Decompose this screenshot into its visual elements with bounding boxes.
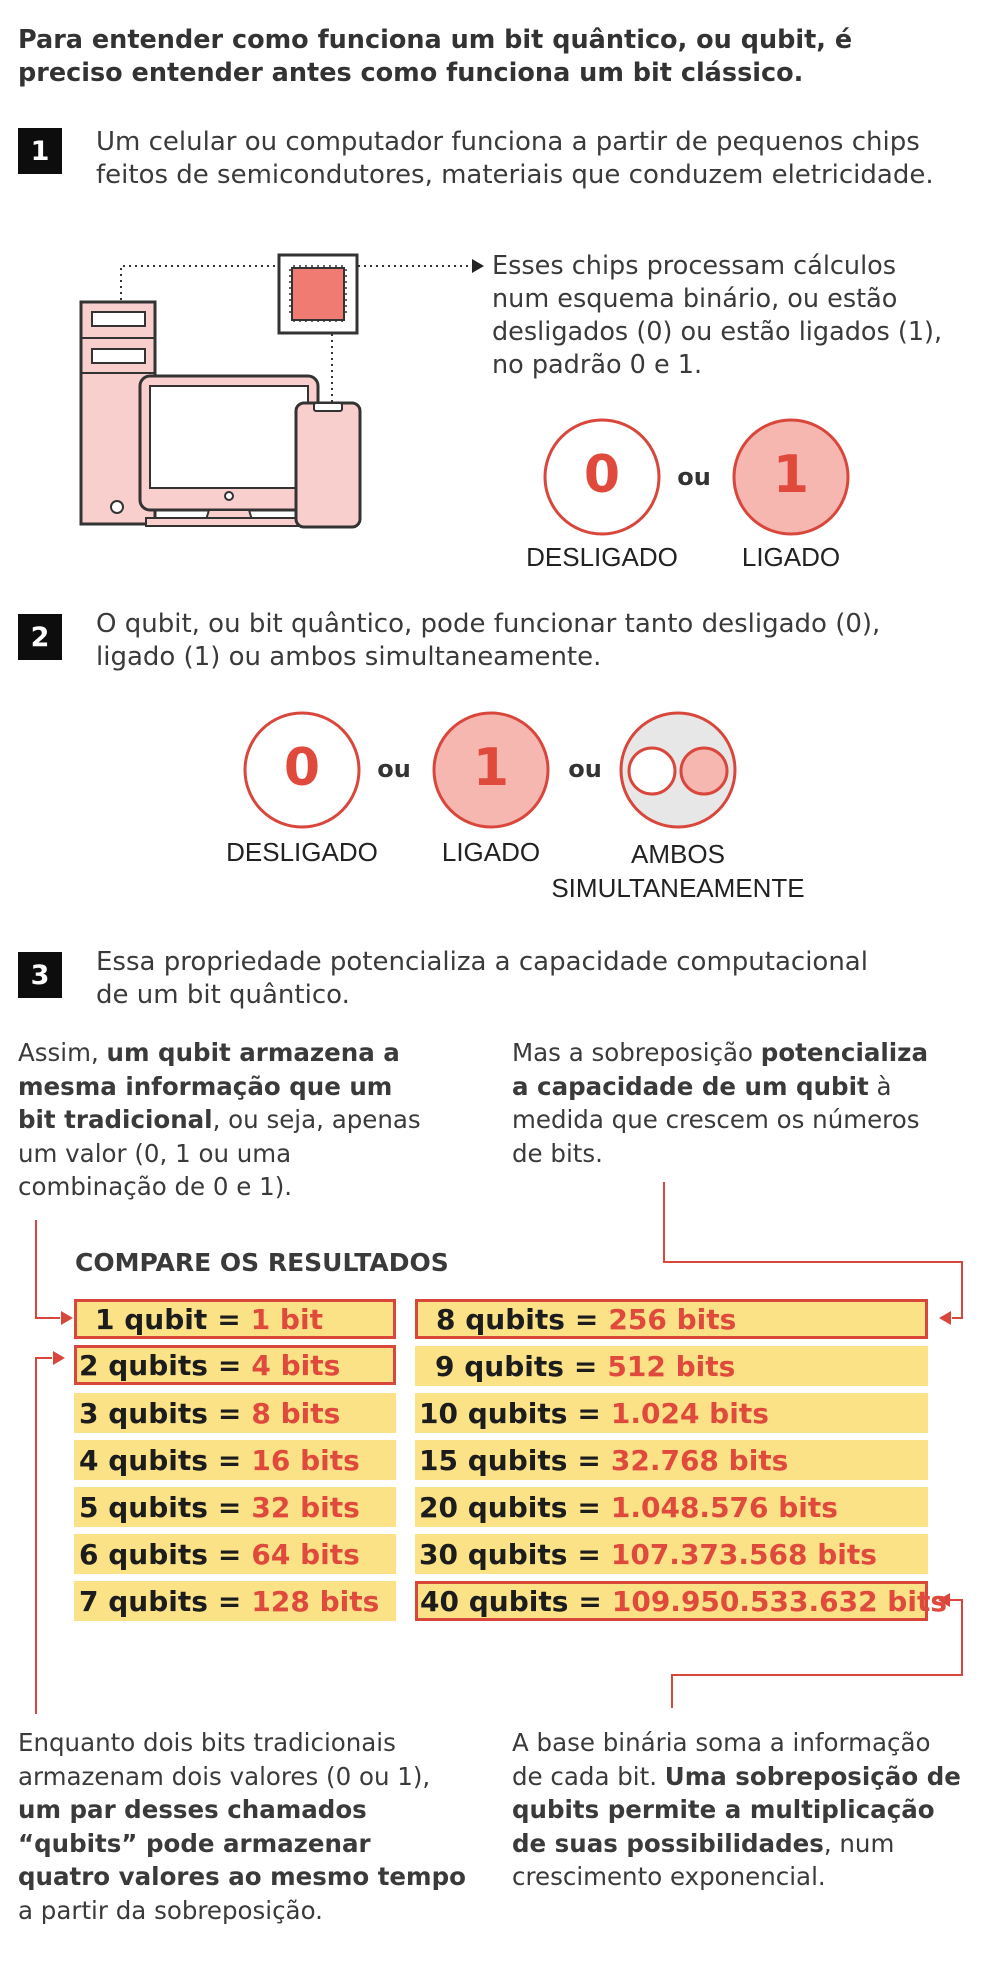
table-row: 8 qubits = 256 bits <box>415 1299 928 1339</box>
ou-label: ou <box>377 755 411 783</box>
table-row: 1 qubit = 1 bit <box>74 1299 396 1339</box>
step-1-badge: 1 <box>18 128 62 174</box>
step-3-text: Essa propriedade potencializa a capacida… <box>96 947 868 1010</box>
arrow-left-icon <box>939 1311 951 1325</box>
table-row: 3 qubits = 8 bits <box>74 1393 396 1433</box>
table-row: 2 qubits = 4 bits <box>74 1345 396 1385</box>
on-label: LIGADO <box>741 542 841 572</box>
right-top-paragraph: Mas a sobreposição potencializa a capaci… <box>512 1038 928 1168</box>
table-row: 10 qubits = 1.024 bits <box>415 1393 928 1433</box>
computer-illustration <box>79 253 484 529</box>
off-label: DESLIGADO <box>226 837 378 867</box>
table-row: 30 qubits = 107.373.568 bits <box>415 1534 928 1574</box>
connector-left-top <box>35 1220 60 1319</box>
step-2-text: O qubit, ou bit quântico, pode funcionar… <box>96 609 881 672</box>
connector-right-bottom <box>671 1599 963 1708</box>
arrow-right-icon <box>472 259 484 273</box>
arrow-right-icon <box>61 1311 73 1325</box>
both-one-dot <box>679 746 729 796</box>
step-1-states <box>543 418 850 536</box>
chip-icon <box>277 253 359 335</box>
step-3-badge: 3 <box>18 952 62 998</box>
table-row: 7 qubits = 128 bits <box>74 1581 396 1621</box>
table-row: 5 qubits = 32 bits <box>74 1487 396 1527</box>
ou-label: ou <box>568 755 602 783</box>
table-row: 20 qubits = 1.048.576 bits <box>415 1487 928 1527</box>
smartphone-icon <box>294 401 362 529</box>
intro-text: Para entender como funciona um bit quânt… <box>18 25 853 88</box>
table-row: 9 qubits = 512 bits <box>415 1346 928 1386</box>
table-row: 15 qubits = 32.768 bits <box>415 1440 928 1480</box>
one-digit: 1 <box>772 445 810 505</box>
table-row: 6 qubits = 64 bits <box>74 1534 396 1574</box>
right-bottom-paragraph: A base binária soma a informação de cada… <box>512 1728 961 1891</box>
compare-title: COMPARE OS RESULTADOS <box>75 1248 449 1277</box>
table-row: 4 qubits = 16 bits <box>74 1440 396 1480</box>
both-state-circle <box>619 711 737 829</box>
one-state-circle <box>432 711 550 829</box>
step-1-text: Um celular ou computador funciona a part… <box>96 127 934 190</box>
one-digit: 1 <box>472 738 510 798</box>
step-2-states <box>243 711 737 829</box>
on-label: LIGADO <box>441 837 541 867</box>
both-label: AMBOS SIMULTANEAMENTE <box>538 837 818 905</box>
connector-left-bottom <box>35 1357 52 1714</box>
left-top-paragraph: Assim, um qubit armazena a mesma informa… <box>18 1038 421 1201</box>
chips-text: Esses chips processam cálculos num esque… <box>492 251 943 380</box>
ou-label: ou <box>677 463 711 491</box>
table-row: 40 qubits = 109.950.533.632 bits <box>415 1581 947 1621</box>
both-label-line1: AMBOS <box>631 839 725 869</box>
arrow-right-icon <box>53 1351 65 1365</box>
arrow-left-icon <box>938 1593 950 1607</box>
both-zero-dot <box>627 746 677 796</box>
both-label-line2: SIMULTANEAMENTE <box>551 873 805 903</box>
one-state-circle <box>732 418 850 536</box>
connector-right-top <box>663 1182 963 1319</box>
off-label: DESLIGADO <box>526 542 678 572</box>
step-2-badge: 2 <box>18 614 62 660</box>
left-bottom-paragraph: Enquanto dois bits tradicionais armazena… <box>18 1728 466 1925</box>
zero-state-circle <box>243 711 361 829</box>
zero-digit: 0 <box>583 445 621 505</box>
zero-digit: 0 <box>283 738 321 798</box>
zero-state-circle <box>543 418 661 536</box>
